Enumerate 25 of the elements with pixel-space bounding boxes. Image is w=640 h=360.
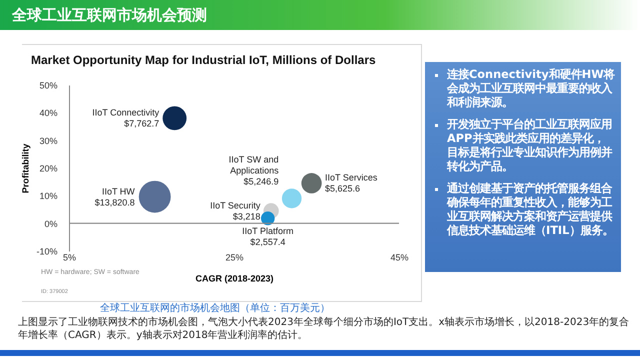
annotation: IIoT SW and Applications $5,246.9 xyxy=(228,154,280,186)
x-axis-title: CAGR (2018-2023) xyxy=(195,274,274,284)
y-tick-label: 40% xyxy=(39,108,58,118)
annotation: IIoT Services $5,625.6 xyxy=(325,172,378,194)
annotation: IIoT Connectivity $7,762.7 xyxy=(92,108,160,129)
annotation: IIoT Platform $2,557.4 xyxy=(242,226,294,248)
chart-title: Market Opportunity Map for Industrial IoT, Millions of Dollars xyxy=(31,53,376,67)
x-tick-label: 25% xyxy=(225,252,244,262)
text: 连接Connectivity和硬件HW将会成为工业互联网中最重要的收入和利润来源。 xyxy=(446,68,615,110)
x-tick-label: 45% xyxy=(390,252,409,262)
annotation: IIoT HW $13,820.8 xyxy=(94,186,136,208)
y-tick-label: -10% xyxy=(36,246,58,256)
y-tick-label: 10% xyxy=(39,191,58,202)
text: 上图显示了工业物联网技术的市场机会图，气泡大小代表2023年全球每个细分市场的IoT支出。x轴表示市场增长，以2018-2023年的复合年增长率（CAGR）表示。y轴表示对2018年营业利润率的估计。 xyxy=(18,316,630,342)
y-axis-title: Profitability xyxy=(20,144,30,194)
y-tick-label: 20% xyxy=(39,164,58,174)
text: 开发独立于平台的工业互联网应用APP并实践此类应用的差异化，目标是将行业专业知识作为用例并转化为产品。 xyxy=(446,118,614,174)
y-tick-label: 30% xyxy=(39,136,58,146)
x-tick-label: 5% xyxy=(62,252,76,262)
y-tick-label: 50% xyxy=(39,80,58,90)
text: 全球工业互联网的市场机会地图（单位：百万美元） xyxy=(99,302,331,315)
text: 全球工业互联网市场机会预测 xyxy=(12,6,207,25)
annotation: IIoT Security $3,218 xyxy=(210,200,261,222)
y-tick-label: 0% xyxy=(44,218,58,229)
text: 通过创建基于资产的托管服务组合确保每年的重复性收入，能够为工业互联网解决方案和资产运营提供信息技术基础运维（ITIL）服务。 xyxy=(446,182,614,238)
